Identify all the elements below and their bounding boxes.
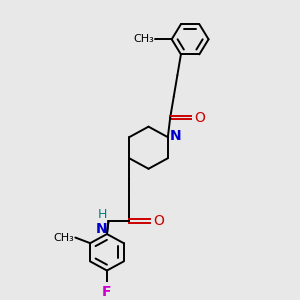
Text: N: N: [170, 129, 182, 143]
Text: O: O: [195, 110, 206, 124]
Text: CH₃: CH₃: [54, 232, 74, 243]
Text: O: O: [154, 214, 164, 228]
Text: F: F: [102, 285, 112, 299]
Text: H: H: [98, 208, 107, 221]
Text: N: N: [95, 222, 107, 236]
Text: CH₃: CH₃: [133, 34, 154, 44]
